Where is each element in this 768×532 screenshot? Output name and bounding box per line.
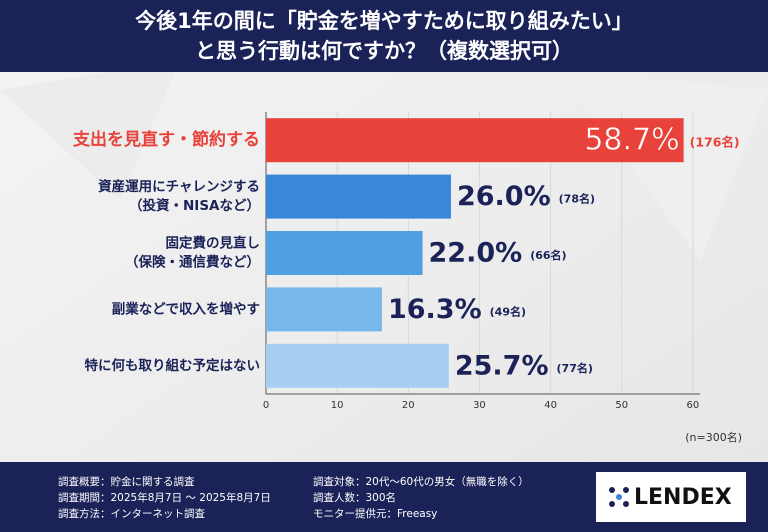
category-label: 支出を見直す・節約する (73, 129, 260, 150)
footer-text: 調査対象：20代～60代の男女（無職を除く） (313, 475, 529, 488)
category-label: 副業などで収入を増やす (112, 300, 260, 317)
decor (560, 70, 768, 260)
x-tick-label: 30 (473, 400, 486, 411)
category-label: 資産運用にチャレンジする (98, 178, 260, 195)
count-label: (66名) (530, 248, 566, 262)
category-label: 固定費の見直し (166, 235, 261, 252)
bar (266, 231, 423, 275)
footer-text: 調査概要：貯金に関する調査 (58, 475, 195, 488)
x-tick-label: 60 (687, 400, 700, 411)
count-label: (78名) (559, 192, 595, 206)
count-label: (49名) (490, 304, 526, 318)
value-label: 22.0% (429, 238, 523, 269)
x-tick-label: 10 (331, 400, 344, 411)
footer-text: 調査方法：インターネット調査 (58, 507, 205, 520)
footer-text: モニター提供元：Freeasy (313, 507, 437, 520)
x-tick-label: 40 (544, 400, 557, 411)
decor (0, 60, 180, 200)
x-tick-label: 20 (402, 400, 415, 411)
value-label: 16.3% (388, 294, 482, 325)
value-label: 25.7% (455, 350, 549, 381)
logo: LENDEX (634, 485, 732, 510)
bar (266, 174, 451, 219)
bar (266, 343, 449, 388)
x-tick-label: 0 (263, 400, 269, 411)
count-label: (176名) (690, 135, 740, 150)
category-label: （投資・NISAなど） (129, 197, 260, 214)
value-label: 26.0% (457, 181, 551, 212)
chart-title: と思う行動は何ですか？（複数選択可） (195, 39, 573, 63)
note: (n=300名) (685, 430, 742, 444)
bar (266, 287, 382, 332)
header (0, 0, 768, 72)
logo-icon (609, 487, 629, 507)
count-label: (77名) (557, 361, 593, 375)
category-label: （保険・通信費など） (125, 254, 260, 271)
footer-text: 調査期間：2025年8月7日 ～ 2025年8月7日 (58, 491, 271, 504)
chart-title: 今後1年の間に「貯金を増やすために取り組みたい」 (135, 9, 633, 33)
value-label: 58.7% (584, 123, 679, 158)
footer-text: 調査人数：300名 (313, 491, 396, 504)
bar (266, 118, 684, 163)
category-label: 特に何も取り組む予定はない (85, 357, 261, 374)
x-tick-label: 50 (615, 400, 628, 411)
